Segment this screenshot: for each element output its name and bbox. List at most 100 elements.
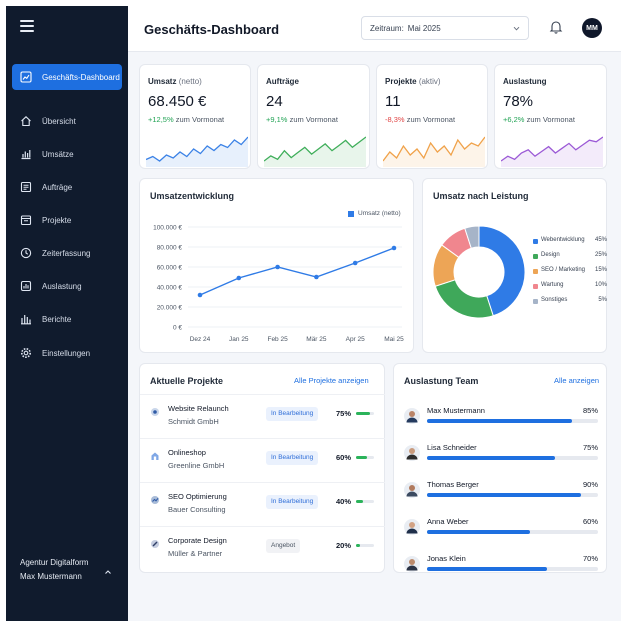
orders-icon — [20, 181, 32, 193]
card-title: Umsatz nach Leistung — [433, 191, 529, 201]
list-item[interactable]: Anna Weber 60% — [394, 513, 608, 550]
progress-fill — [427, 493, 581, 497]
sidebar-item-auftraege[interactable]: Aufträge — [12, 174, 122, 200]
chevron-up-icon[interactable] — [104, 568, 112, 576]
sidebar-item-projekte[interactable]: Projekte — [12, 207, 122, 233]
avatar — [404, 556, 420, 572]
avatar — [404, 519, 420, 535]
all-projects-link[interactable]: Alle Projekte anzeigen — [294, 376, 369, 385]
data-point — [275, 264, 280, 270]
kpi-value: 11 — [385, 93, 401, 110]
kpi-label-sub: (netto) — [178, 77, 202, 86]
legend-label: Sonstiges — [541, 297, 568, 303]
kpi-label-text: Aufträge — [266, 77, 299, 86]
sidebar-item-label: Auslastung — [42, 281, 82, 291]
list-item[interactable]: Thomas Berger 90% — [394, 476, 608, 513]
home-icon — [20, 115, 32, 127]
y-tick-label: 40.000 € — [157, 285, 183, 292]
list-item[interactable]: Jonas Klein 70% — [394, 550, 608, 587]
card-title: Umsatzentwicklung — [150, 191, 235, 201]
table-row[interactable]: Onlineshop Greenline GmbH In Bearbeitung… — [140, 438, 385, 481]
kpi-label: Projekte (aktiv) — [385, 77, 441, 86]
period-label: Zeitraum: — [370, 23, 404, 33]
reports-icon — [20, 313, 32, 325]
legend-swatch — [348, 210, 354, 217]
website-icon — [151, 408, 159, 416]
kpi-card-umsatz: Umsatz (netto) 68.450 € +12,5% zum Vormo… — [139, 64, 251, 169]
project-client: Greenline GmbH — [168, 461, 225, 470]
services-donut-chart — [432, 225, 526, 319]
project-progress-value: 40% — [336, 497, 352, 506]
services-chart-card: Umsatz nach Leistung Webentwicklung 45% De… — [422, 178, 607, 353]
team-member-name: Max Mustermann — [427, 406, 485, 415]
series-line — [199, 247, 395, 296]
project-progress-value: 20% — [336, 541, 352, 550]
sidebar-item-einstellungen[interactable]: Einstellungen — [12, 340, 122, 366]
table-row[interactable]: SEO Optimierung Bauer Consulting In Bear… — [140, 482, 385, 525]
sidebar-item-berichte[interactable]: Berichte — [12, 306, 122, 332]
legend-item: Design 25% — [533, 252, 607, 262]
project-progress-bar — [356, 500, 374, 503]
card-title: Aktuelle Projekte — [150, 376, 224, 386]
shop-icon — [151, 452, 159, 460]
avatar[interactable]: MM — [582, 18, 602, 38]
kpi-label-text: Umsatz — [148, 77, 177, 86]
sparkline-area — [501, 137, 603, 167]
bell-icon[interactable] — [548, 19, 564, 35]
team-member-name: Anna Weber — [427, 517, 469, 526]
project-name: Corporate Design — [168, 536, 227, 545]
legend-swatch — [533, 269, 538, 274]
sidebar-item-umsaetze[interactable]: Umsätze — [12, 141, 122, 167]
progress-fill — [356, 456, 367, 459]
status-badge: In Bearbeitung — [266, 407, 319, 421]
sidebar-item-geschaefts-dashboard[interactable]: Geschäfts-Dashboard — [12, 64, 122, 90]
gear-icon — [20, 347, 32, 359]
sidebar-item-uebersicht[interactable]: Übersicht — [12, 108, 122, 134]
menu-icon[interactable] — [20, 20, 34, 32]
utilization-bar — [427, 419, 598, 423]
team-member-name: Lisa Schneider — [427, 443, 477, 452]
team-member-utilization: 85% — [582, 406, 598, 415]
kpi-label: Auslastung — [503, 77, 547, 86]
progress-fill — [356, 500, 364, 503]
sparkline — [501, 136, 603, 167]
list-item[interactable]: Lisa Schneider 75% — [394, 439, 608, 476]
bar-chart-icon — [20, 148, 32, 160]
team-member-utilization: 70% — [582, 554, 598, 563]
status-badge: In Bearbeitung — [266, 451, 319, 465]
kpi-label-text: Projekte — [385, 77, 417, 86]
period-select[interactable]: Zeitraum: Mai 2025 — [361, 16, 529, 40]
legend-swatch — [533, 239, 538, 244]
all-team-link[interactable]: Alle anzeigen — [554, 376, 600, 385]
dashboard-icon — [20, 71, 32, 83]
account-switcher[interactable]: Agentur Digitalform Max Mustermann — [20, 556, 120, 584]
legend-value: 10% — [594, 282, 607, 288]
sidebar-item-auslastung[interactable]: Auslastung — [12, 273, 122, 299]
sidebar-item-label: Zeiterfassung — [42, 248, 91, 258]
kpi-delta: +6,2% zum Vormonat — [503, 115, 575, 124]
data-point — [352, 260, 358, 266]
y-tick-label: 100.000 € — [153, 225, 182, 232]
top-bar: Geschäfts-Dashboard Zeitraum: Mai 2025 M… — [128, 6, 621, 52]
x-tick-label: Mär 25 — [306, 336, 327, 343]
kpi-value: 68.450 € — [148, 93, 207, 110]
project-client: Schmidt GmbH — [168, 417, 219, 426]
legend-label: Webentwicklung — [541, 237, 585, 243]
card-title: Auslastung Team — [404, 376, 479, 386]
kpi-delta-value: -8,3% — [385, 115, 405, 124]
list-item[interactable]: Max Mustermann 85% — [394, 402, 608, 439]
table-row[interactable]: Corporate Design Müller & Partner Angebo… — [140, 526, 385, 569]
kpi-delta: +9,1% zum Vormonat — [266, 115, 338, 124]
table-row[interactable]: Website Relaunch Schmidt GmbH In Bearbei… — [140, 394, 385, 437]
legend-value: 5% — [598, 297, 607, 303]
revenue-chart-card: Umsatzentwicklung Umsatz (netto) 100.000… — [139, 178, 414, 353]
team-member-utilization: 75% — [582, 443, 598, 452]
project-progress-value: 75% — [336, 409, 352, 418]
project-name: Website Relaunch — [168, 404, 229, 413]
x-tick-label: Mai 25 — [384, 336, 404, 343]
y-tick-label: 20.000 € — [157, 305, 183, 312]
utilization-bar — [427, 567, 598, 571]
sparkline — [383, 136, 485, 167]
kpi-delta-text: zum Vormonat — [175, 115, 225, 124]
sidebar-item-zeiterfassung[interactable]: Zeiterfassung — [12, 240, 122, 266]
